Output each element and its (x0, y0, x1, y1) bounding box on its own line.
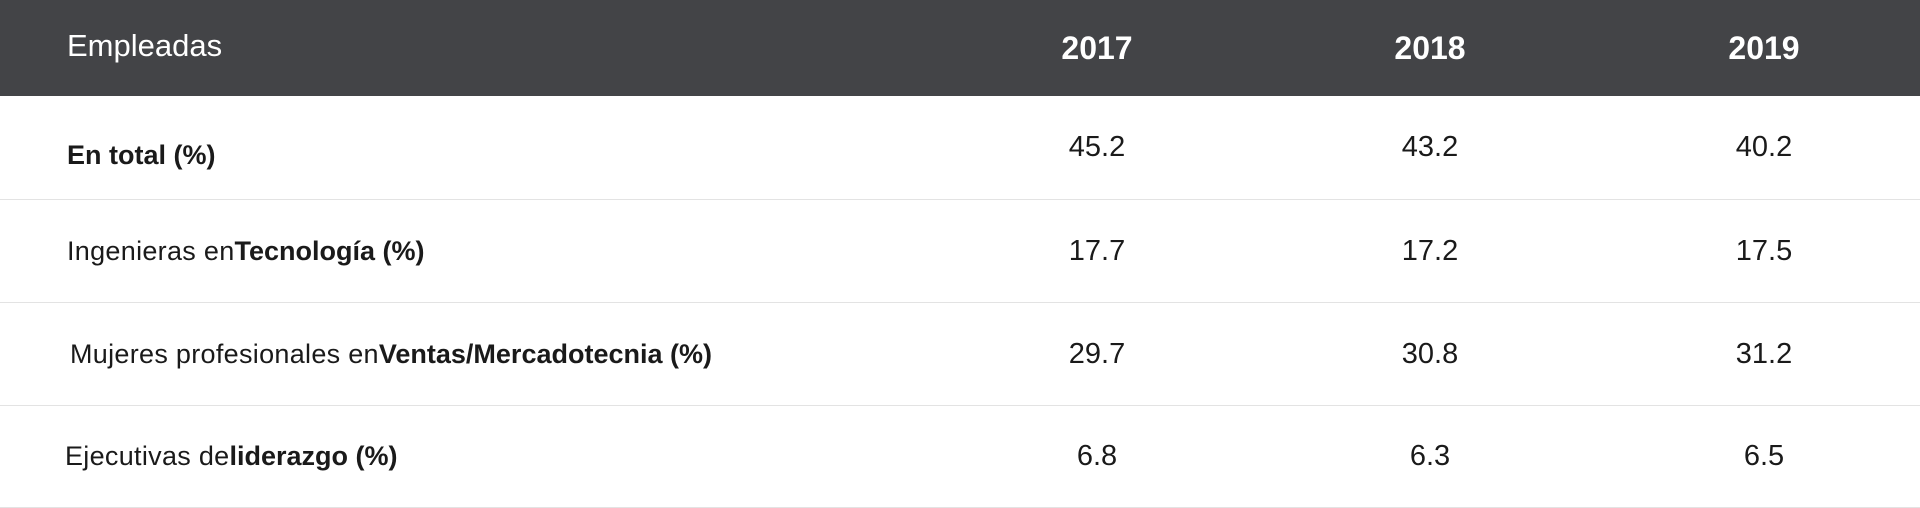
table-cell-2017: 45.2 (1068, 131, 1126, 163)
row-label-bold: Tecnología (%) (234, 235, 425, 266)
table-cell-2017: 17.7 (1068, 234, 1126, 267)
table-cell-2019: 31.2 (1735, 337, 1793, 370)
table-row: En total (%) 45.2 43.2 40.2 (0, 96, 1920, 200)
header-label: Empleadas (67, 28, 223, 63)
row-label-plain: Ingenieras en (67, 235, 235, 266)
row-label: Ejecutivas de liderazgo (%) (65, 406, 398, 508)
header-year-2019: 2019 (1728, 30, 1800, 66)
row-label-bold: Ventas/Mercadotecnia (%) (378, 338, 712, 369)
row-label-bold: En total (%) (67, 140, 216, 170)
row-label: Mujeres profesionales en Ventas/Mercadot… (70, 303, 712, 405)
table-cell-2019: 17.5 (1735, 234, 1793, 267)
row-label-bold: liderazgo (%) (229, 441, 398, 471)
table-cell-2018: 6.3 (1409, 440, 1451, 472)
header-year-2017: 2017 (1061, 30, 1133, 66)
row-label-plain: Mujeres profesionales en (70, 338, 379, 369)
table-row: Ingenieras en Tecnología (%) 17.7 17.2 1… (0, 200, 1920, 303)
row-label: En total (%) (67, 96, 216, 207)
table-cell-2018: 30.8 (1401, 337, 1459, 370)
row-label-plain: Ejecutivas de (65, 441, 230, 471)
table-cell-2018: 43.2 (1401, 131, 1459, 163)
table-cell-2019: 40.2 (1735, 131, 1793, 163)
table-row: Ejecutivas de liderazgo (%) 6.8 6.3 6.5 (0, 406, 1920, 508)
table-row: Mujeres profesionales en Ventas/Mercadot… (0, 303, 1920, 406)
table-cell-2019: 6.5 (1743, 440, 1785, 472)
header-year-2018: 2018 (1394, 30, 1466, 66)
table-cell-2017: 6.8 (1076, 440, 1118, 472)
table-cell-2018: 17.2 (1401, 234, 1459, 267)
table-header: Empleadas 2017 2018 2019 (0, 0, 1920, 96)
table-cell-2017: 29.7 (1068, 337, 1126, 370)
row-label: Ingenieras en Tecnología (%) (67, 200, 425, 302)
